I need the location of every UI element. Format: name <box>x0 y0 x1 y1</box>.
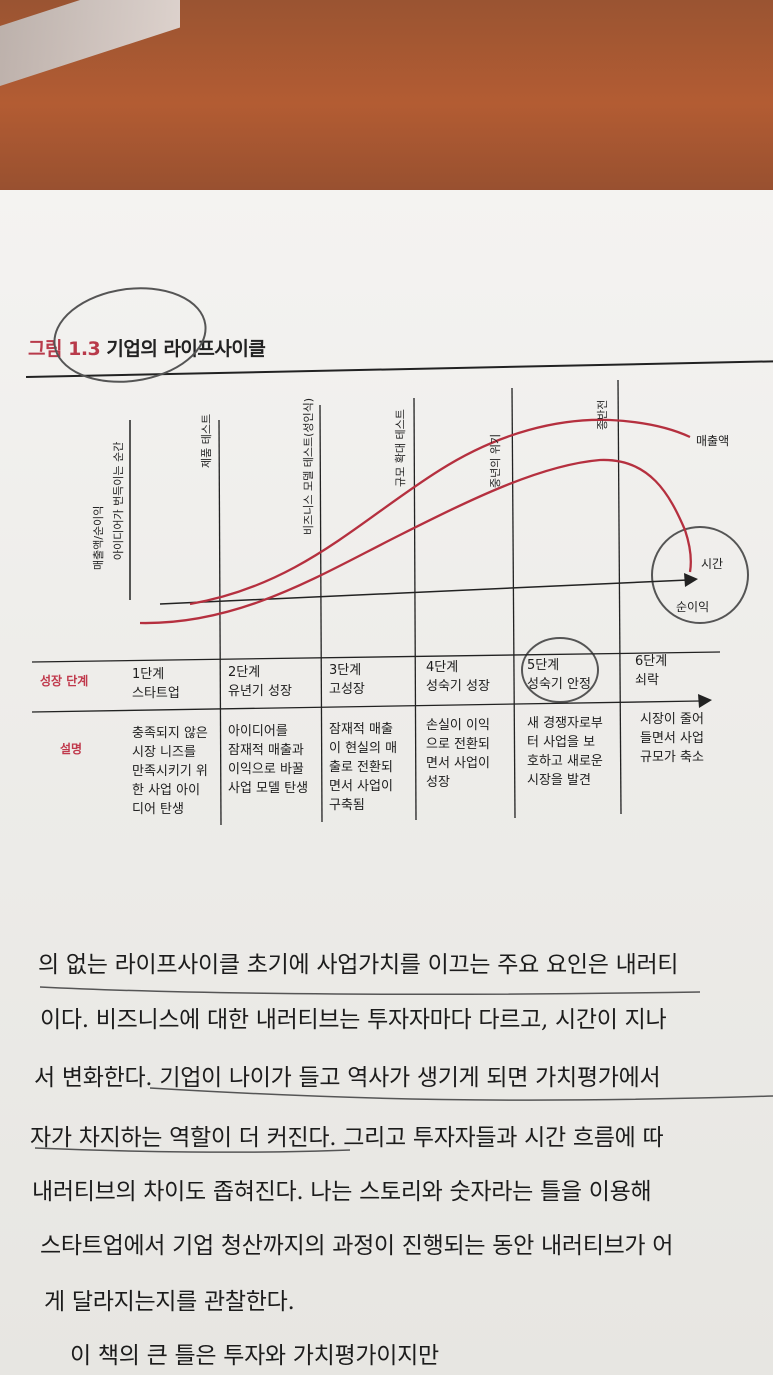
pencil-circle-title <box>53 287 207 383</box>
time-label: 시간 <box>701 557 724 571</box>
milestone-3: 비즈니스 모델 테스트(성인식) <box>302 397 315 535</box>
row-label-description: 설명 <box>60 742 83 756</box>
stage-6-description: 시장이 줄어 들면서 사업 규모가 축소 <box>640 712 704 765</box>
x-axis <box>159 579 689 605</box>
milestone-1: 아이디어가 번득이는 순간 <box>112 441 125 560</box>
body-line-4: 자가 차지하는 역할이 더 커진다. 그리고 투자자들과 시간 흐름에 따 <box>30 1125 664 1151</box>
milestone-6: 종반전 <box>596 399 609 430</box>
body-line-5: 내러티브의 차이도 좁혀진다. 나는 스토리와 숫자라는 틀을 이용해 <box>32 1179 652 1205</box>
divider-6 <box>617 379 622 815</box>
pencil-underline-2 <box>149 1087 773 1101</box>
stage-4-description: 손실이 이익 으로 전환되 면서 사업이 성장 <box>426 718 490 790</box>
stage-6-name: 6단계 쇠락 <box>635 654 668 688</box>
y-axis-label: 매출액/순이익 <box>92 505 105 570</box>
body-line-1: 의 없는 라이프사이클 초기에 사업가치를 이끄는 주요 요인은 내러티 <box>38 952 679 978</box>
stage-4-name: 4단계 성숙기 성장 <box>426 660 490 694</box>
figure-label-number: 1.3 <box>68 338 101 360</box>
stage-1-name: 1단계 스타트업 <box>132 667 180 701</box>
x-axis-arrowhead <box>684 573 698 587</box>
body-line-8: 이 책의 큰 틀은 투자와 가치평가이지만 <box>70 1343 439 1369</box>
table-arrowhead <box>698 694 712 708</box>
pencil-underline-1 <box>39 986 701 996</box>
table-top-rule <box>31 651 721 663</box>
milestone-2: 제품 테스트 <box>200 413 213 468</box>
stage-2-name: 2단계 유년기 성장 <box>228 665 292 699</box>
body-line-7: 게 달라지는지를 관찰한다. <box>44 1289 295 1315</box>
body-line-2: 이다. 비즈니스에 대한 내러티브는 투자자마다 다르고, 시간이 지나 <box>40 1007 667 1033</box>
stage-5-name: 5단계 성숙기 안정 <box>527 658 591 692</box>
figure-title-text: 기업의 라이프사이클 <box>106 338 266 360</box>
pencil-underline-3 <box>34 1147 351 1153</box>
divider-4 <box>413 397 417 821</box>
divider-5 <box>511 387 516 819</box>
body-line-6: 스타트업에서 기업 청산까지의 과정이 진행되는 동안 내러티브가 어 <box>40 1233 674 1259</box>
divider-3 <box>319 404 323 823</box>
net-income-curve <box>139 458 692 625</box>
divider-2 <box>218 419 222 826</box>
pencil-circle-time <box>651 526 749 624</box>
figure-title: 그림 1.3 기업의 라이프사이클 <box>28 334 266 361</box>
stage-3-name: 3단계 고성장 <box>329 663 365 697</box>
row-label-stage: 성장 단계 <box>40 674 89 688</box>
net-income-label: 순이익 <box>676 600 710 614</box>
revenue-curve <box>189 418 691 606</box>
milestone-4: 규모 확대 테스트 <box>394 409 407 487</box>
stage-3-description: 잠재적 매출 이 현실의 매 출로 전환되 면서 사업이 구축됨 <box>329 722 398 813</box>
stage-2-description: 아이디어를 잠재적 매출과 이익으로 바꿀 사업 모델 탄생 <box>228 724 309 796</box>
milestone-5: 중년의 위기 <box>489 433 502 488</box>
book-page <box>0 190 773 1375</box>
stage-1-description: 충족되지 않은 시장 니즈를 만족시키기 위 한 사업 아이 디어 탄생 <box>132 726 208 817</box>
stage-5-description: 새 경쟁자로부 터 사업을 보 호하고 새로운 시장을 발견 <box>527 716 603 788</box>
table-mid-rule <box>31 700 701 713</box>
pencil-circle-stage5 <box>521 637 599 703</box>
body-line-3: 서 변화한다. 기업이 나이가 들고 역사가 생기게 되면 가치평가에서 <box>34 1065 661 1091</box>
revenue-label: 매출액 <box>696 434 730 448</box>
